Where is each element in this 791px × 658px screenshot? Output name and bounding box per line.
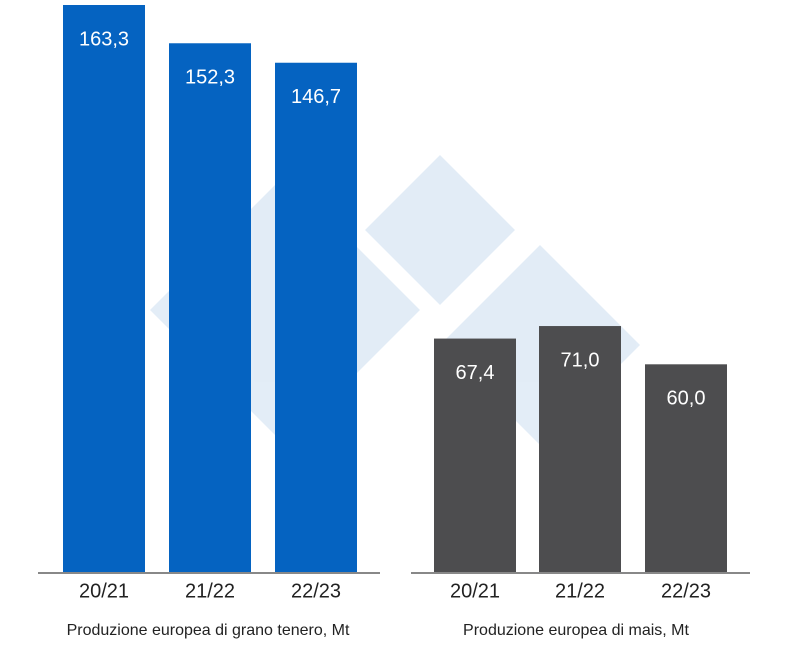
x-tick-label: 21/22	[185, 580, 235, 602]
x-axis-title: Produzione europea di mais, Mt	[463, 622, 689, 639]
value-label: 146,7	[291, 86, 341, 108]
x-tick-label: 22/23	[291, 580, 341, 602]
value-label: 67,4	[456, 362, 495, 384]
value-label: 71,0	[561, 349, 600, 371]
x-tick-label: 20/21	[79, 580, 129, 602]
bar	[63, 5, 145, 573]
bar	[645, 364, 727, 573]
bar	[539, 326, 621, 573]
watermark-diamond	[365, 155, 515, 305]
bar	[434, 338, 516, 573]
value-label: 163,3	[79, 28, 129, 50]
bar	[169, 43, 251, 574]
value-label: 60,0	[667, 388, 706, 410]
x-tick-label: 21/22	[555, 580, 605, 602]
x-axis-title: Produzione europea di grano tenero, Mt	[67, 622, 350, 639]
x-tick-label: 22/23	[661, 580, 711, 602]
value-label: 152,3	[185, 67, 235, 89]
bar	[275, 62, 357, 573]
x-tick-label: 20/21	[450, 580, 500, 602]
